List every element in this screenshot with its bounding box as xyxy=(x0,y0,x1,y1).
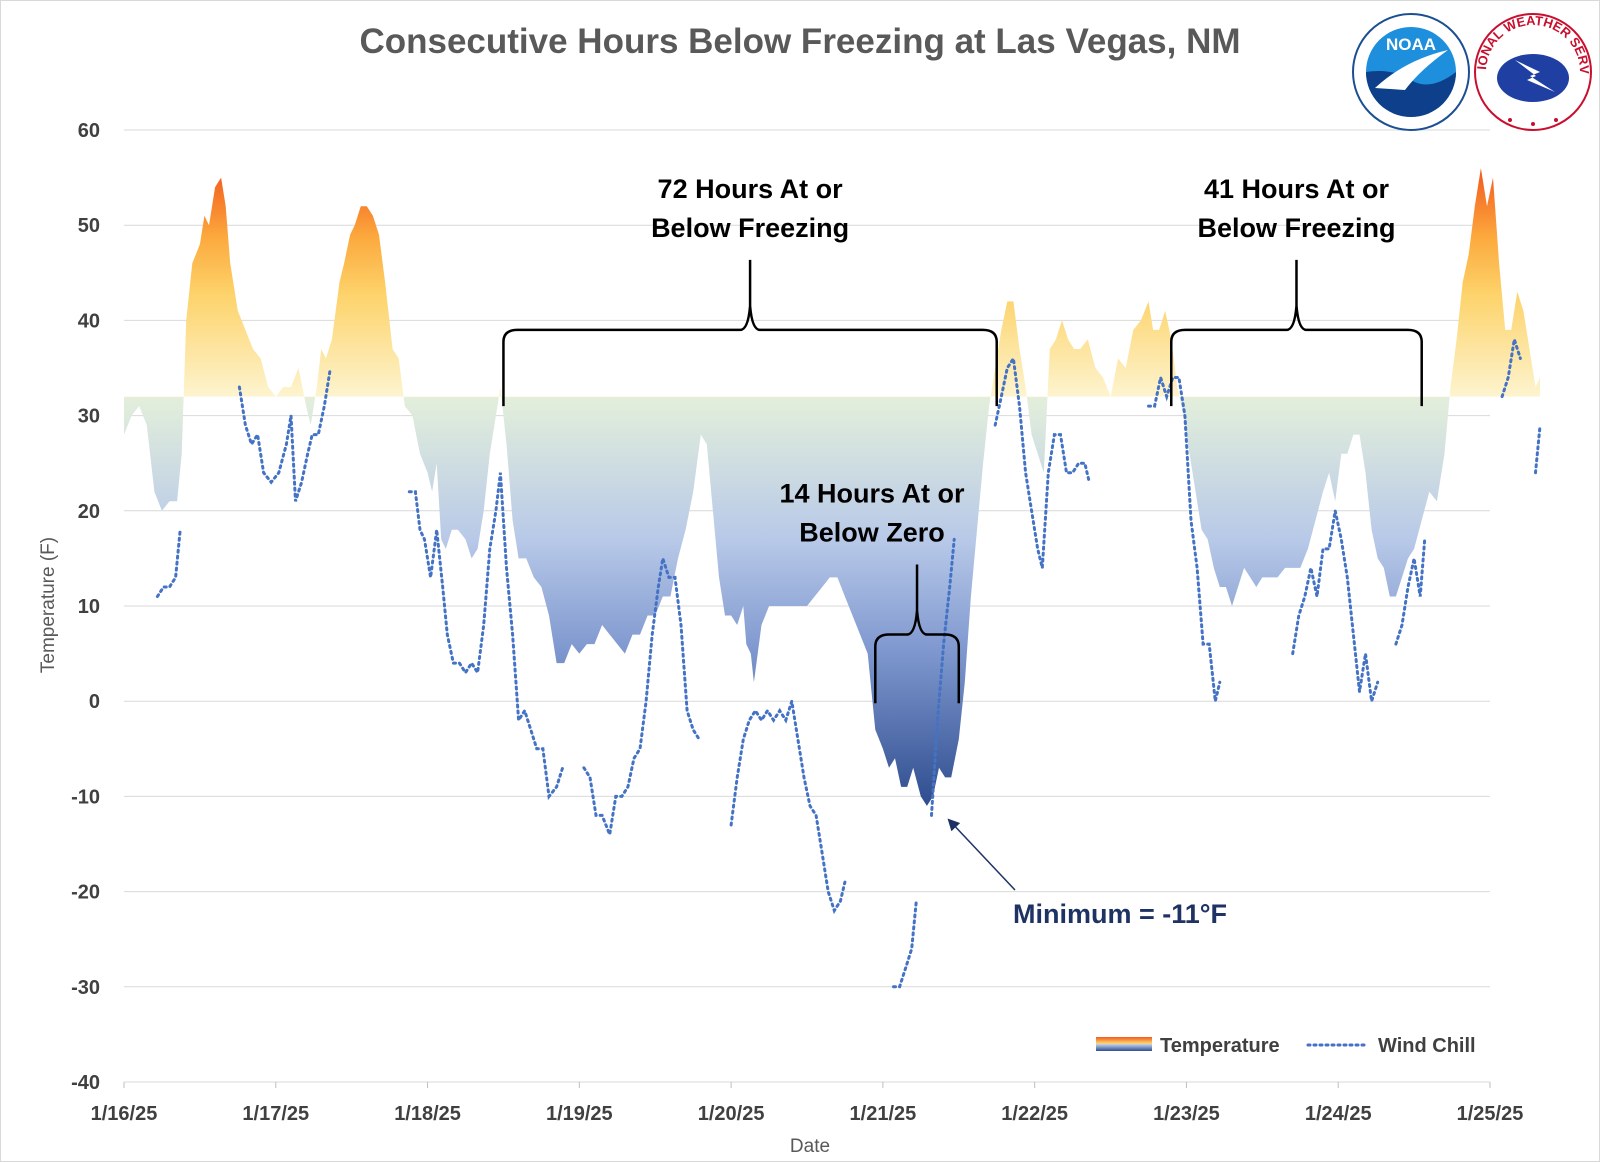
x-axis-label: Date xyxy=(790,1136,830,1157)
annotation-brace xyxy=(874,564,961,704)
wind-chill-line xyxy=(1291,510,1380,702)
y-tick-label: -30 xyxy=(71,977,100,999)
annotations: 72 Hours At or Below Freezing 41 Hours At … xyxy=(502,174,1423,929)
annotation-text: 41 Hours At or xyxy=(1204,174,1390,204)
y-tick-label: 30 xyxy=(78,406,100,428)
x-tick-label: 1/23/25 xyxy=(1153,1103,1220,1125)
wind-chill-line xyxy=(930,537,956,817)
x-tick-label: 1/25/25 xyxy=(1457,1103,1524,1125)
y-tick-label: 20 xyxy=(78,501,100,523)
wind-chill-line xyxy=(407,472,565,801)
annotation-brace xyxy=(1170,259,1423,407)
annotation-brace xyxy=(502,259,998,407)
minimum-arrow xyxy=(947,818,1016,891)
x-tick-labels: 1/16/25 1/17/25 1/18/25 1/19/25 1/20/25 1/21/… xyxy=(91,1103,1524,1125)
gridlines xyxy=(123,129,1491,1088)
annotation-text: Below Freezing xyxy=(1197,213,1395,243)
annotation-text: 72 Hours At or xyxy=(658,174,844,204)
wind-chill-line xyxy=(1147,371,1222,702)
y-tick-label: -40 xyxy=(71,1072,100,1094)
legend-label-wind-chill: Wind Chill xyxy=(1378,1035,1476,1057)
wind-chill-line xyxy=(1500,338,1522,399)
wind-chill-line xyxy=(1534,423,1542,475)
wind-chill-series xyxy=(155,338,1542,989)
annotation-text: 14 Hours At or xyxy=(780,479,966,509)
x-tick-label: 1/18/25 xyxy=(394,1103,461,1125)
annotation-text: Below Freezing xyxy=(651,213,849,243)
legend: Temperature Wind Chill xyxy=(1096,1035,1476,1057)
y-tick-label: 50 xyxy=(78,215,100,237)
x-tick-label: 1/24/25 xyxy=(1305,1103,1372,1125)
x-tick-label: 1/19/25 xyxy=(546,1103,613,1125)
wind-chill-line xyxy=(729,700,847,915)
noaa-logo: NOAA xyxy=(1352,13,1470,131)
wind-chill-line xyxy=(892,899,918,989)
legend-label-temperature: Temperature xyxy=(1160,1035,1280,1057)
wind-chill-line xyxy=(155,528,182,598)
x-tick-label: 1/20/25 xyxy=(698,1103,765,1125)
wind-chill-line xyxy=(582,557,701,841)
annotation-text: Below Zero xyxy=(799,518,945,548)
wind-chill-line xyxy=(237,366,332,502)
x-tick-label: 1/22/25 xyxy=(1001,1103,1068,1125)
noaa-logo-text: NOAA xyxy=(1386,35,1436,54)
y-tick-labels: 60 50 40 30 20 10 0 -10 -20 -30 -40 xyxy=(71,120,100,1094)
temperature-area-below-freezing xyxy=(124,397,1450,806)
x-tick-label: 1/21/25 xyxy=(850,1103,917,1125)
y-axis-label: Temperature (F) xyxy=(38,537,59,673)
chart-title: Consecutive Hours Below Freezing at Las … xyxy=(359,22,1241,61)
y-tick-label: -10 xyxy=(71,786,100,808)
y-tick-label: 0 xyxy=(89,691,100,713)
minimum-annotation: Minimum = -11°F xyxy=(1013,899,1227,929)
x-tick-label: 1/16/25 xyxy=(91,1103,158,1125)
wind-chill-line xyxy=(993,354,1091,569)
y-tick-label: -20 xyxy=(71,882,100,904)
wind-chill-line xyxy=(1394,537,1427,646)
x-tick-label: 1/17/25 xyxy=(242,1103,309,1125)
y-tick-label: 10 xyxy=(78,596,100,618)
y-tick-label: 60 xyxy=(78,120,100,142)
legend-swatch-temperature xyxy=(1096,1037,1152,1051)
y-tick-label: 40 xyxy=(78,310,100,332)
